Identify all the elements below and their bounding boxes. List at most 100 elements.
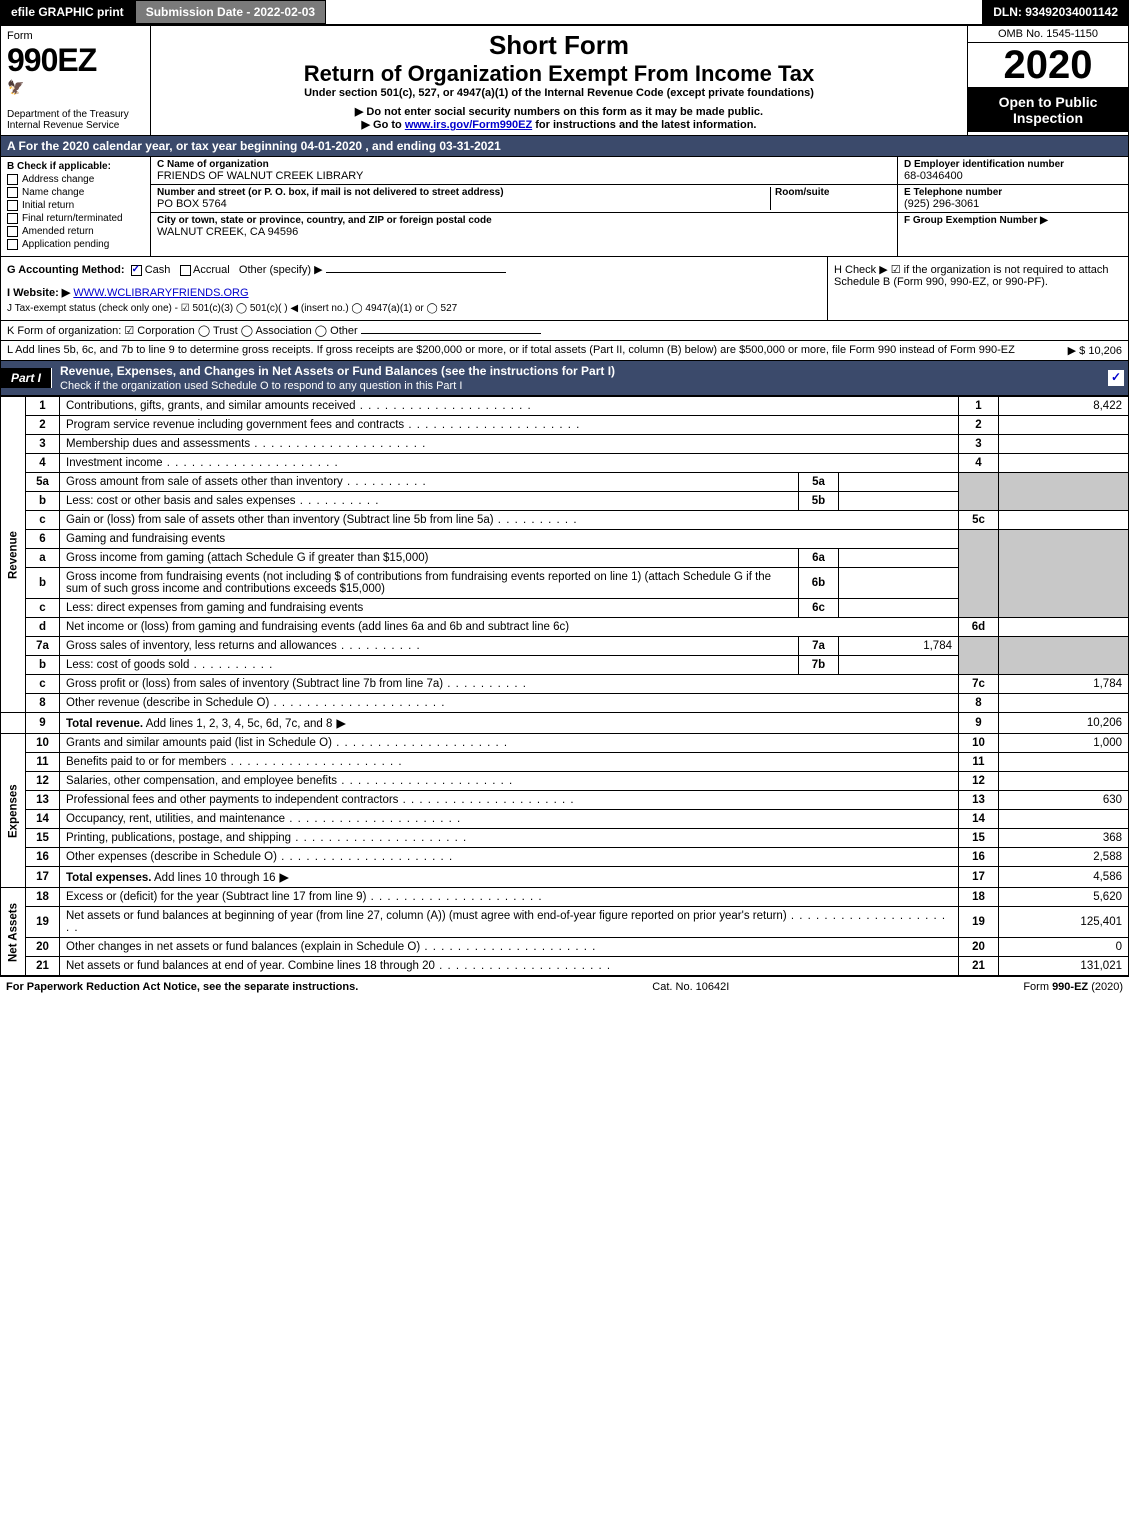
table-row: 4 Investment income 4 bbox=[1, 454, 1129, 473]
box-c: C Name of organization FRIENDS OF WALNUT… bbox=[151, 157, 898, 256]
irs-eagle-icon: 🦅 bbox=[7, 79, 144, 96]
form-number: 990EZ bbox=[7, 42, 144, 79]
dln-tab: DLN: 93492034001142 bbox=[982, 0, 1129, 24]
part1-header-bar: Part I Revenue, Expenses, and Changes in… bbox=[0, 361, 1129, 396]
line5b-value bbox=[839, 492, 959, 511]
form-header: Form 990EZ 🦅 Department of the Treasury … bbox=[0, 25, 1129, 136]
form-id-block: Form 990EZ 🦅 Department of the Treasury … bbox=[1, 26, 151, 135]
line18-value: 5,620 bbox=[999, 888, 1129, 907]
part1-table: Revenue 1 Contributions, gifts, grants, … bbox=[0, 396, 1129, 976]
paperwork-notice: For Paperwork Reduction Act Notice, see … bbox=[6, 981, 358, 993]
table-row: Net Assets 18 Excess or (deficit) for th… bbox=[1, 888, 1129, 907]
line2-value bbox=[999, 416, 1129, 435]
table-row: 2 Program service revenue including gove… bbox=[1, 416, 1129, 435]
box-b-title: B Check if applicable: bbox=[7, 161, 144, 172]
table-row: 3 Membership dues and assessments 3 bbox=[1, 435, 1129, 454]
submission-date-tab: Submission Date - 2022-02-03 bbox=[135, 0, 326, 24]
irs-url-link[interactable]: www.irs.gov/Form990EZ bbox=[405, 119, 532, 131]
other-org-input[interactable] bbox=[361, 333, 541, 334]
room-label: Room/suite bbox=[775, 187, 891, 198]
line16-value: 2,588 bbox=[999, 848, 1129, 867]
chk-application-pending[interactable] bbox=[7, 239, 18, 250]
short-form-title: Short Form bbox=[159, 30, 959, 61]
netassets-side-label: Net Assets bbox=[1, 888, 26, 976]
table-row: 8 Other revenue (describe in Schedule O)… bbox=[1, 694, 1129, 713]
part1-tag: Part I bbox=[1, 368, 52, 388]
line6c-value bbox=[839, 599, 959, 618]
form-title-block: Short Form Return of Organization Exempt… bbox=[151, 26, 968, 135]
chk-initial-return[interactable] bbox=[7, 200, 18, 211]
table-row: 16 Other expenses (describe in Schedule … bbox=[1, 848, 1129, 867]
line1-value: 8,422 bbox=[999, 397, 1129, 416]
other-specify-input[interactable] bbox=[326, 272, 506, 273]
box-g: G Accounting Method: Cash Accrual Other … bbox=[7, 263, 821, 276]
line6d-value bbox=[999, 618, 1129, 637]
revenue-side-label: Revenue bbox=[1, 397, 26, 713]
table-row: c Gain or (loss) from sale of assets oth… bbox=[1, 511, 1129, 530]
line15-value: 368 bbox=[999, 829, 1129, 848]
box-f-label: F Group Exemption Number ▶ bbox=[904, 215, 1122, 226]
line14-value bbox=[999, 810, 1129, 829]
org-city: WALNUT CREEK, CA 94596 bbox=[157, 226, 891, 238]
under-section-text: Under section 501(c), 527, or 4947(a)(1)… bbox=[159, 87, 959, 99]
omb-number: OMB No. 1545-1150 bbox=[968, 26, 1128, 43]
line5c-value bbox=[999, 511, 1129, 530]
tax-year: 2020 bbox=[968, 43, 1128, 88]
line5a-value bbox=[839, 473, 959, 492]
form-right-block: OMB No. 1545-1150 2020 Open to Public In… bbox=[968, 26, 1128, 135]
line19-value: 125,401 bbox=[999, 907, 1129, 938]
table-row: 13 Professional fees and other payments … bbox=[1, 791, 1129, 810]
website-link[interactable]: WWW.WCLIBRARYFRIENDS.ORG bbox=[73, 287, 248, 299]
line11-value bbox=[999, 753, 1129, 772]
chk-name-change[interactable] bbox=[7, 187, 18, 198]
city-label: City or town, state or province, country… bbox=[157, 215, 891, 226]
org-info-block: B Check if applicable: Address change Na… bbox=[0, 157, 1129, 257]
ein-value: 68-0346400 bbox=[904, 170, 1122, 182]
line13-value: 630 bbox=[999, 791, 1129, 810]
box-i: I Website: ▶ WWW.WCLIBRARYFRIENDS.ORG bbox=[7, 286, 821, 299]
ssn-warning: ▶ Do not enter social security numbers o… bbox=[159, 105, 959, 118]
tax-period-bar: A For the 2020 calendar year, or tax yea… bbox=[0, 136, 1129, 157]
box-d-label: D Employer identification number bbox=[904, 159, 1122, 170]
table-row: d Net income or (loss) from gaming and f… bbox=[1, 618, 1129, 637]
table-row: 6 Gaming and fundraising events bbox=[1, 530, 1129, 549]
table-row: 20 Other changes in net assets or fund b… bbox=[1, 938, 1129, 957]
org-street: PO BOX 5764 bbox=[157, 198, 766, 210]
line17-value: 4,586 bbox=[999, 867, 1129, 888]
table-row: 12 Salaries, other compensation, and emp… bbox=[1, 772, 1129, 791]
chk-cash[interactable] bbox=[131, 265, 142, 276]
table-row: 17 Total expenses. Add lines 10 through … bbox=[1, 867, 1129, 888]
efile-print-tab[interactable]: efile GRAPHIC print bbox=[0, 0, 135, 24]
chk-accrual[interactable] bbox=[180, 265, 191, 276]
table-row: 19 Net assets or fund balances at beginn… bbox=[1, 907, 1129, 938]
form-ref: Form 990-EZ (2020) bbox=[1023, 981, 1123, 993]
table-row: 21 Net assets or fund balances at end of… bbox=[1, 957, 1129, 976]
dept-treasury: Department of the Treasury Internal Reve… bbox=[7, 109, 129, 131]
chk-final-return[interactable] bbox=[7, 213, 18, 224]
box-j: J Tax-exempt status (check only one) - ☑… bbox=[7, 303, 821, 314]
table-row: c Gross profit or (loss) from sales of i… bbox=[1, 675, 1129, 694]
expenses-side-label: Expenses bbox=[1, 734, 26, 888]
line20-value: 0 bbox=[999, 938, 1129, 957]
table-row: 15 Printing, publications, postage, and … bbox=[1, 829, 1129, 848]
table-row: 5a Gross amount from sale of assets othe… bbox=[1, 473, 1129, 492]
street-label: Number and street (or P. O. box, if mail… bbox=[157, 187, 766, 198]
catalog-number: Cat. No. 10642I bbox=[652, 981, 729, 993]
table-row: 14 Occupancy, rent, utilities, and maint… bbox=[1, 810, 1129, 829]
line7c-value: 1,784 bbox=[999, 675, 1129, 694]
box-e-label: E Telephone number bbox=[904, 187, 1122, 198]
line3-value bbox=[999, 435, 1129, 454]
table-row: 9 Total revenue. Add lines 1, 2, 3, 4, 5… bbox=[1, 713, 1129, 734]
telephone-value: (925) 296-3061 bbox=[904, 198, 1122, 210]
line4-value bbox=[999, 454, 1129, 473]
open-to-public: Open to Public Inspection bbox=[968, 88, 1128, 132]
line9-value: 10,206 bbox=[999, 713, 1129, 734]
page-footer: For Paperwork Reduction Act Notice, see … bbox=[0, 976, 1129, 997]
chk-address-change[interactable] bbox=[7, 174, 18, 185]
table-row: 7a Gross sales of inventory, less return… bbox=[1, 637, 1129, 656]
line7b-value bbox=[839, 656, 959, 675]
goto-link[interactable]: ▶ Go to www.irs.gov/Form990EZ for instru… bbox=[159, 118, 959, 131]
part1-schedule-o-checkbox[interactable]: ✓ bbox=[1108, 370, 1124, 386]
chk-amended-return[interactable] bbox=[7, 226, 18, 237]
box-c-label: C Name of organization bbox=[157, 159, 891, 170]
